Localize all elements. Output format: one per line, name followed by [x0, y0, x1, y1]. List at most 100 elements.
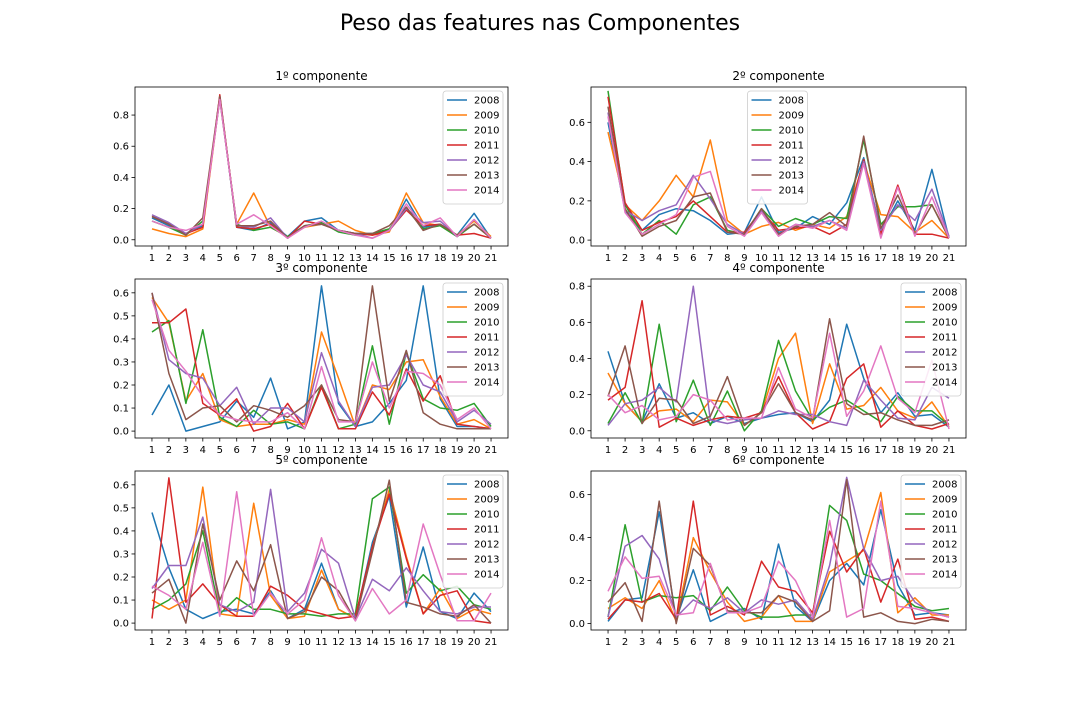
series-line-2014 [151, 98, 492, 239]
y-tick-label: 0.1 [113, 596, 129, 607]
x-tick-label: 19 [451, 253, 464, 264]
legend-label: 2008 [474, 480, 499, 491]
x-tick-label: 15 [840, 445, 853, 456]
legend-label: 2011 [932, 333, 957, 344]
x-tick-label: 20 [926, 253, 939, 264]
legend-label: 2012 [932, 348, 957, 359]
series-line-2013 [151, 285, 491, 430]
y-tick-label: 0.4 [113, 173, 129, 184]
x-tick-label: 7 [250, 445, 256, 456]
y-tick-label: 0.2 [569, 576, 585, 587]
legend-label: 2010 [932, 510, 957, 521]
y-tick-label: 0.0 [113, 235, 129, 246]
x-tick-label: 15 [383, 637, 396, 648]
series-line-2013 [151, 95, 492, 239]
y-tick-label: 0.5 [113, 503, 129, 514]
x-tick-label: 1 [605, 637, 611, 648]
x-tick-label: 5 [673, 445, 679, 456]
x-tick-label: 13 [806, 445, 819, 456]
y-tick-label: 0.2 [113, 204, 129, 215]
x-tick-label: 3 [639, 253, 645, 264]
y-tick-label: 0.4 [569, 157, 585, 168]
legend-label: 2014 [932, 570, 957, 581]
series-line-2010 [151, 486, 492, 617]
x-tick-label: 17 [874, 445, 887, 456]
x-tick-label: 21 [943, 253, 956, 264]
y-tick-label: 0.0 [113, 427, 129, 438]
x-tick-label: 1 [605, 253, 611, 264]
x-tick-label: 17 [417, 445, 430, 456]
legend-label: 2012 [474, 156, 499, 167]
legend-label: 2014 [474, 378, 499, 389]
x-tick-label: 20 [926, 637, 939, 648]
x-tick-label: 13 [806, 637, 819, 648]
x-tick-label: 10 [298, 253, 311, 264]
y-tick-label: 0.4 [113, 334, 129, 345]
x-tick-label: 5 [673, 253, 679, 264]
chart-title: 5º componente [275, 453, 367, 467]
series-line-2013 [607, 478, 950, 625]
legend-label: 2009 [474, 495, 499, 506]
x-tick-label: 21 [485, 445, 498, 456]
x-tick-label: 15 [840, 637, 853, 648]
x-tick-label: 3 [183, 637, 189, 648]
y-tick-label: 0.8 [569, 282, 585, 293]
legend-label: 2013 [474, 555, 499, 566]
x-tick-label: 12 [332, 637, 345, 648]
series-line-2008 [607, 508, 950, 623]
x-tick-label: 13 [349, 637, 362, 648]
legend-label: 2013 [779, 171, 804, 182]
legend: 2008 2009 2010 2011 2012 2013 2014 [442, 474, 504, 589]
series-line-2014 [151, 299, 492, 430]
series-line-2008 [607, 122, 950, 239]
legend-label: 2010 [474, 126, 499, 137]
series-group [151, 94, 492, 239]
y-tick-label: 0.4 [113, 526, 129, 537]
legend-label: 2008 [779, 96, 804, 107]
chart-title: 2º componente [732, 69, 824, 83]
x-tick-label: 11 [772, 637, 785, 648]
legend-label: 2012 [779, 156, 804, 167]
x-tick-label: 2 [622, 253, 628, 264]
x-tick-label: 18 [891, 253, 904, 264]
x-tick-label: 9 [741, 637, 747, 648]
series-line-2013 [607, 318, 950, 427]
y-tick-label: 0.0 [569, 619, 585, 630]
legend-label: 2008 [474, 96, 499, 107]
legend-label: 2010 [474, 510, 499, 521]
legend-label: 2012 [474, 540, 499, 551]
y-tick-label: 0.5 [113, 311, 129, 322]
legend-label: 2011 [779, 141, 804, 152]
y-tick-label: 0.6 [569, 318, 585, 329]
x-tick-label: 10 [298, 445, 311, 456]
series-line-2011 [607, 299, 950, 430]
y-tick-label: 0.2 [569, 390, 585, 401]
chart-title: 4º componente [732, 261, 824, 275]
x-tick-label: 1 [149, 445, 155, 456]
x-tick-label: 16 [400, 637, 413, 648]
legend-label: 2008 [474, 288, 499, 299]
x-tick-label: 18 [434, 445, 447, 456]
x-tick-label: 12 [789, 253, 802, 264]
x-tick-label: 6 [690, 253, 696, 264]
x-tick-label: 10 [755, 253, 768, 264]
chart-title: 1º componente [275, 69, 367, 83]
legend: 2008 2009 2010 2011 2012 2013 2014 [900, 474, 962, 589]
x-tick-label: 21 [943, 445, 956, 456]
x-tick-label: 11 [315, 637, 328, 648]
x-tick-label: 18 [891, 637, 904, 648]
x-tick-label: 16 [857, 445, 870, 456]
series-line-2008 [151, 495, 492, 620]
legend-label: 2008 [932, 288, 957, 299]
series-group [151, 477, 492, 624]
y-tick-label: 0.0 [113, 619, 129, 630]
legend-label: 2014 [932, 378, 957, 389]
x-tick-label: 16 [857, 637, 870, 648]
x-tick-label: 9 [284, 445, 290, 456]
x-tick-label: 15 [383, 253, 396, 264]
y-tick-label: 0.0 [569, 236, 585, 247]
